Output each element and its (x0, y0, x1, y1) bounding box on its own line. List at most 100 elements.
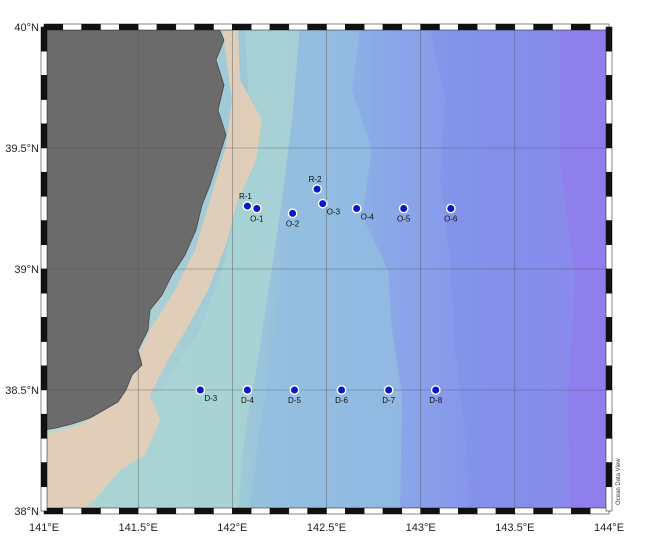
frame-seg-top (269, 23, 290, 31)
x-tick-label: 142.5°E (307, 522, 346, 534)
y-tick-label: 39.5°N (5, 143, 39, 155)
frame-seg-left (40, 50, 48, 76)
frame-seg-left (40, 292, 48, 318)
station-marker (312, 184, 322, 195)
frame-seg-bottom (326, 507, 346, 515)
frame-seg-top (194, 23, 214, 31)
frame-seg-top (495, 23, 516, 31)
station-marker (195, 385, 206, 395)
station-o-5: O-5 (397, 203, 411, 224)
station-label: D-7 (382, 396, 395, 405)
station-marker (289, 385, 300, 395)
frame-seg-right (605, 413, 613, 439)
frame-seg-bottom (458, 507, 478, 515)
station-marker (317, 198, 328, 209)
frame-seg-bottom (345, 507, 365, 515)
station-marker (336, 385, 347, 395)
frame-seg-right (605, 171, 613, 197)
station-marker (287, 208, 298, 219)
frame-seg-bottom (552, 507, 572, 515)
station-r-1: R-1 (239, 192, 252, 211)
frame-seg-top (345, 23, 365, 31)
y-tick-label: 38.5°N (5, 385, 39, 397)
frame-seg-top (288, 23, 308, 31)
station-label: D-8 (429, 396, 442, 405)
frame-seg-right (605, 123, 613, 149)
frame-seg-top (81, 23, 101, 31)
frame-seg-top (458, 23, 478, 31)
x-tick-label: 144°E (594, 522, 624, 534)
station-label: D-6 (335, 396, 348, 405)
frame-seg-bottom (175, 507, 195, 515)
frame-seg-left (40, 26, 48, 52)
frame-seg-bottom (307, 507, 327, 515)
frame-seg-left (40, 462, 48, 488)
station-marker (383, 385, 394, 395)
frame-seg-top (62, 23, 82, 31)
frame-seg-left (40, 244, 48, 270)
map-area (44, 27, 609, 511)
frame-seg-left (40, 220, 48, 246)
frame-seg-left (40, 438, 48, 463)
frame-seg-top (137, 23, 158, 31)
frame-seg-top (307, 23, 327, 31)
frame-seg-left (40, 171, 48, 197)
frame-seg-top (213, 23, 233, 31)
station-o-4: O-4 (351, 203, 375, 222)
frame-seg-right (605, 268, 613, 294)
station-marker (242, 385, 253, 395)
frame-seg-bottom (401, 507, 421, 515)
frame-seg-bottom (137, 507, 158, 515)
frame-seg-right (605, 244, 613, 270)
station-d-6: D-6 (335, 385, 349, 405)
frame-seg-right (605, 50, 613, 76)
frame-seg-bottom (62, 507, 82, 515)
frame-seg-top (533, 23, 553, 31)
frame-seg-right (605, 220, 613, 246)
station-marker (398, 203, 409, 214)
frame-seg-top (100, 23, 120, 31)
frame-seg-top (326, 23, 346, 31)
station-marker (351, 203, 362, 214)
x-tick-label: 141.5°E (119, 522, 158, 534)
station-label: D-4 (241, 396, 254, 405)
frame-seg-left (40, 268, 48, 294)
station-marker (430, 385, 441, 395)
tick-labels: 141°E 141.5°E 142°E 142.5°E 143°E 143.5°E 144°… (5, 22, 624, 534)
frame-seg-top (476, 23, 497, 31)
station-label: O-1 (250, 215, 264, 224)
frame-seg-right (605, 317, 613, 342)
frame-seg-top (250, 23, 271, 31)
frame-seg-left (40, 147, 48, 173)
station-marker (445, 203, 456, 214)
station-label: R-1 (239, 192, 252, 201)
station-label: D-5 (288, 396, 301, 405)
frame-seg-bottom (269, 507, 290, 515)
gridlines (44, 27, 609, 511)
station-label: O-4 (361, 213, 375, 222)
frame-seg-left (40, 389, 48, 415)
frame-seg-right (605, 462, 613, 488)
y-tick-label: 39°N (14, 264, 39, 276)
frame-seg-left (40, 196, 48, 221)
y-tick-label: 38°N (14, 506, 39, 518)
station-marker (251, 203, 262, 214)
frame-seg-right (605, 196, 613, 221)
frame-seg-right (605, 486, 613, 512)
frame-seg-bottom (119, 507, 139, 515)
frame-seg-bottom (533, 507, 553, 515)
frame-seg-top (175, 23, 195, 31)
frame-seg-top (439, 23, 459, 31)
station-o-1: O-1 (250, 203, 264, 224)
frame-seg-bottom (194, 507, 214, 515)
frame-seg-right (605, 99, 613, 125)
station-label: O-3 (327, 208, 341, 217)
station-label: O-2 (286, 219, 300, 228)
frame-seg-right (605, 365, 613, 391)
frame-seg-bottom (514, 507, 534, 515)
station-d-3: D-3 (195, 385, 218, 403)
frame-seg-bottom (100, 507, 120, 515)
station-label: D-3 (204, 394, 217, 403)
credit-text: Ocean Data View (616, 458, 622, 505)
